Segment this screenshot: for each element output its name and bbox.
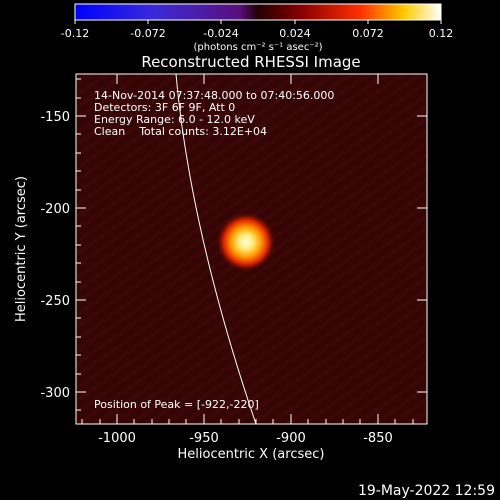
- annotation-time-range: 14-Nov-2014 07:37:48.000 to 07:40:56.000: [94, 89, 334, 102]
- y-tick-label: -250: [40, 294, 70, 309]
- colorbar-units: (photons cm⁻² s⁻¹ asec⁻²): [193, 42, 322, 53]
- x-tick-label: -900: [276, 431, 306, 446]
- annotation-clean-counts: Clean Total counts: 3.12E+04: [94, 125, 267, 138]
- y-tick-label: -300: [40, 386, 70, 401]
- colorbar-gradient: [74, 3, 442, 21]
- y-tick-label: -200: [40, 202, 70, 217]
- solar-limb-line: [175, 74, 257, 424]
- colorbar: -0.12 -0.072 -0.024 0.024 0.072 0.12 (ph…: [61, 3, 454, 53]
- x-tick-label: -850: [363, 431, 393, 446]
- annotation-detectors: Detectors: 3F 6F 9F, Att 0: [94, 101, 235, 114]
- annotation-energy-range: Energy Range: 6.0 - 12.0 keV: [94, 113, 255, 126]
- flare-source: [216, 212, 276, 272]
- plot-frame: [75, 73, 428, 425]
- annotation-peak-position: Position of Peak = [-922,-220]: [94, 398, 259, 411]
- plot-title: Reconstructed RHESSI Image: [141, 53, 360, 71]
- colorbar-tick-label: 0.12: [429, 27, 454, 40]
- colorbar-tick-label: 0.024: [279, 27, 311, 40]
- x-tick-label: -950: [189, 431, 219, 446]
- colorbar-tick-label: 0.072: [352, 27, 384, 40]
- x-axis-label: Heliocentric X (arcsec): [178, 447, 325, 462]
- y-axis-label: Heliocentric Y (arcsec): [14, 176, 29, 322]
- axis-ticks: [76, 74, 427, 424]
- footer-timestamp: 19-May-2022 12:59: [358, 483, 495, 499]
- image-map: [76, 74, 427, 424]
- colorbar-tick-label: -0.12: [61, 27, 89, 40]
- colorbar-tick-label: -0.072: [130, 27, 165, 40]
- colorbar-tick-label: -0.024: [203, 27, 238, 40]
- x-tick-label: -1000: [98, 431, 136, 446]
- y-tick-label: -150: [40, 110, 70, 125]
